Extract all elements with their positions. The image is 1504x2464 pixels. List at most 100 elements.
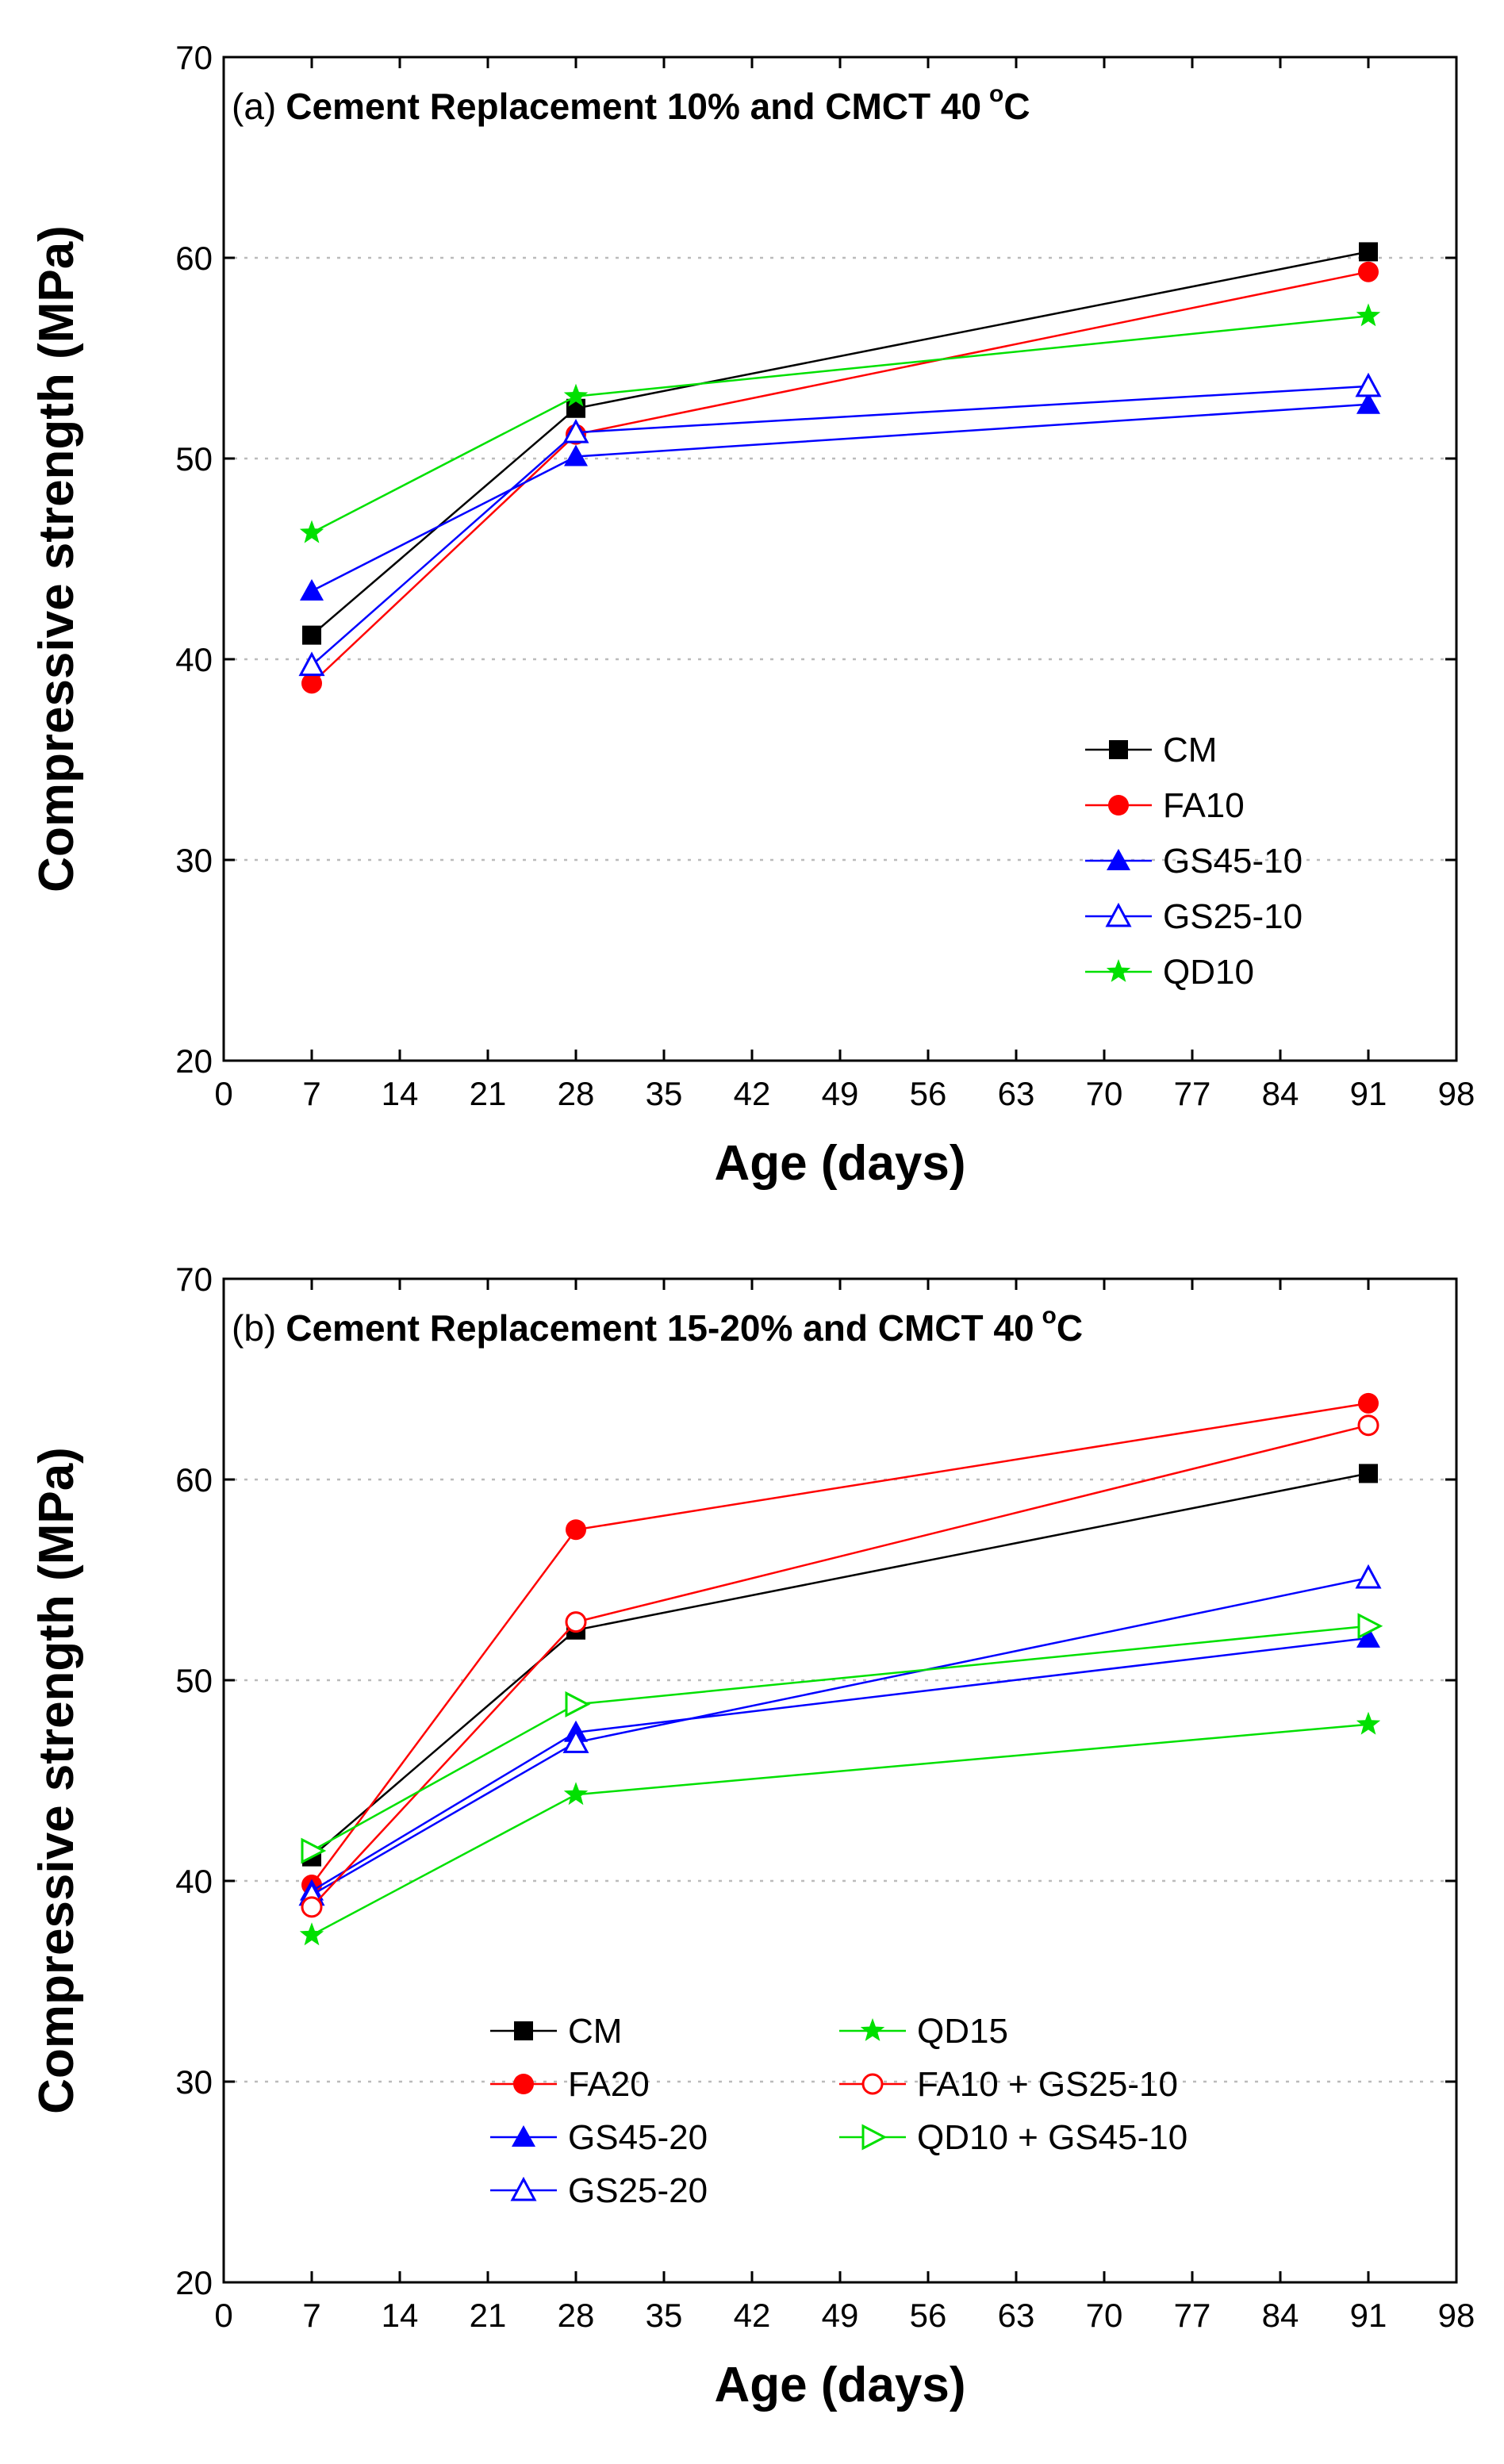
- x-tick-label: 56: [910, 1075, 947, 1112]
- y-tick-label: 60: [175, 240, 213, 277]
- legend-label: FA20: [568, 2065, 650, 2104]
- x-axis-label: Age (days): [715, 2358, 966, 2412]
- series-cm: [302, 1464, 1378, 1867]
- legend-item: FA20: [490, 2065, 650, 2104]
- series-line: [311, 403, 1369, 593]
- panel-title: (a) Cement Replacement 10% and CMCT 40 oC: [232, 81, 1030, 127]
- legend-marker: [1105, 902, 1132, 927]
- legend-marker: [1107, 849, 1130, 870]
- legend-item: GS25-10: [1085, 897, 1303, 936]
- panel-title: (b) Cement Replacement 15-20% and CMCT 40…: [232, 1303, 1083, 1349]
- y-tick-label: 40: [175, 641, 213, 678]
- data-point: [1355, 372, 1382, 397]
- legend-item: GS45-20: [490, 2118, 708, 2157]
- x-tick-label: 49: [822, 2297, 859, 2334]
- legend-marker: [513, 2074, 534, 2094]
- plot-frame: [222, 1277, 1458, 2284]
- legend-marker: [514, 2021, 533, 2040]
- x-tick-label: 91: [1350, 1075, 1387, 1112]
- y-tick-label: 20: [175, 2264, 213, 2301]
- legend-label: GS45-20: [568, 2118, 708, 2157]
- data-point: [300, 578, 324, 601]
- legend-item: CM: [1085, 731, 1217, 770]
- legend-marker: [861, 2124, 888, 2151]
- legend-item: QD10 + GS45-10: [839, 2118, 1187, 2157]
- legend-item: QD10: [1085, 953, 1254, 992]
- series-line: [311, 1472, 1369, 1858]
- data-point: [1359, 242, 1378, 262]
- data-point: [299, 1922, 324, 1946]
- data-point: [302, 625, 321, 645]
- data-point: [564, 444, 588, 466]
- series-qd15: [299, 1711, 1381, 1946]
- y-tick-label: 40: [175, 1863, 213, 1900]
- x-tick-label: 63: [998, 1075, 1035, 1112]
- x-tick-label: 98: [1438, 1075, 1475, 1112]
- x-tick-label: 70: [1086, 1075, 1123, 1112]
- x-tick-label: 77: [1174, 1075, 1211, 1112]
- x-tick-label: 14: [382, 2297, 419, 2334]
- y-tick-label: 50: [175, 440, 213, 478]
- legend-marker: [860, 2018, 885, 2041]
- data-point: [566, 398, 585, 418]
- data-point: [1356, 303, 1381, 327]
- y-tick-label: 60: [175, 1461, 213, 1499]
- panel-title-degree: o: [1042, 1303, 1057, 1329]
- legend-label: FA10 + GS25-10: [917, 2065, 1178, 2104]
- legend-item: GS45-10: [1085, 842, 1303, 881]
- series-qd10-gs45-10: [301, 1613, 1383, 1864]
- series-line: [311, 1723, 1369, 1936]
- series-gs45-10: [300, 392, 1380, 601]
- series-gs25-20: [298, 1564, 1382, 1906]
- y-axis-label: Compressive strength (MPa): [29, 225, 84, 892]
- data-point: [565, 1691, 591, 1718]
- data-point: [1356, 392, 1380, 414]
- legend-marker: [1106, 959, 1131, 982]
- legend-label: QD10 + GS45-10: [917, 2118, 1187, 2157]
- x-tick-label: 98: [1438, 2297, 1475, 2334]
- series-cm: [302, 242, 1378, 645]
- data-point: [1355, 1564, 1382, 1589]
- panel-title-unit: C: [1057, 1307, 1083, 1349]
- y-tick-label: 30: [175, 2063, 213, 2101]
- data-point: [562, 418, 589, 443]
- data-point: [299, 520, 324, 543]
- series-line: [311, 385, 1369, 666]
- series-line: [311, 271, 1369, 685]
- legend-label: QD10: [1163, 953, 1254, 992]
- legend-label: CM: [568, 2012, 622, 2051]
- x-tick-label: 56: [910, 2297, 947, 2334]
- x-tick-label: 77: [1174, 2297, 1211, 2334]
- panel-title-text: Cement Replacement 10% and CMCT 40: [286, 86, 981, 127]
- series-line: [311, 1424, 1369, 1908]
- panel-title-unit: C: [1003, 86, 1030, 127]
- y-tick-label: 50: [175, 1662, 213, 1699]
- legend: CM FA20 GS45-20 GS25-20 QD15 FA10 + GS25-10 QD…: [490, 2012, 1187, 2210]
- y-tick-label: 70: [175, 39, 213, 76]
- panel-title-text: Cement Replacement 15-20% and CMCT 40: [286, 1307, 1034, 1349]
- legend-label: GS45-10: [1163, 842, 1303, 881]
- data-point: [1357, 1613, 1383, 1640]
- legend-label: GS25-20: [568, 2171, 708, 2210]
- series-fa10: [301, 261, 1379, 694]
- series-line: [310, 1402, 1369, 1886]
- data-point: [1359, 1464, 1378, 1483]
- series-line: [311, 1637, 1369, 1892]
- data-point: [563, 1782, 589, 1806]
- x-tick-label: 35: [646, 1075, 683, 1112]
- legend-item: FA10 + GS25-10: [839, 2065, 1178, 2104]
- y-axis-label: Compressive strength (MPa): [29, 1447, 84, 2114]
- x-tick-label: 35: [646, 2297, 683, 2334]
- legend-label: FA10: [1163, 786, 1245, 825]
- legend: CM FA10 GS45-10 GS25-10 QD10: [1085, 731, 1303, 992]
- series-fa20: [301, 1392, 1379, 1896]
- data-point: [1357, 1414, 1379, 1437]
- x-tick-label: 28: [558, 1075, 595, 1112]
- legend-marker: [512, 2125, 535, 2147]
- legend-item: GS25-20: [490, 2171, 708, 2210]
- legend-item: QD15: [839, 2012, 1008, 2051]
- x-tick-label: 0: [214, 1075, 232, 1112]
- legend-marker: [510, 2176, 537, 2201]
- data-point: [565, 1611, 587, 1633]
- data-point: [1358, 1392, 1379, 1414]
